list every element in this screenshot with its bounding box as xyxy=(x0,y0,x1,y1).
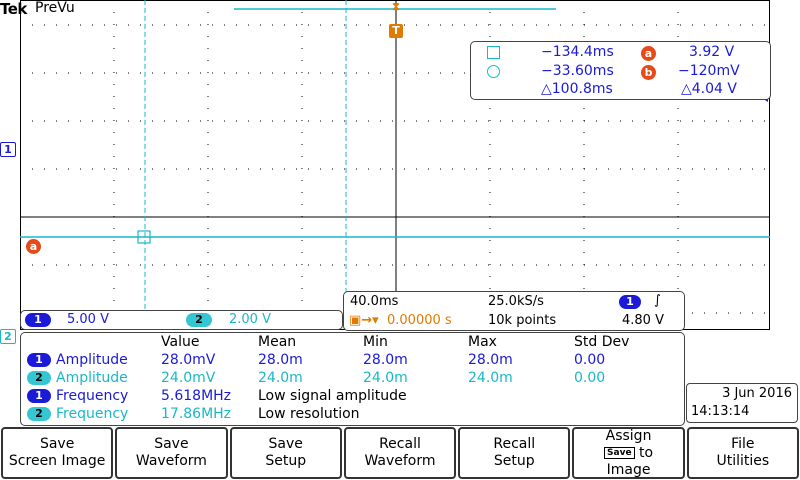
row-std: 0.00 xyxy=(574,370,606,386)
cursor-a-badge: a xyxy=(26,239,41,254)
header-value: Value xyxy=(161,334,200,350)
cursor-a-volt-badge: a xyxy=(641,46,656,61)
trigger-marker: T xyxy=(389,24,403,38)
assign-save-button[interactable]: Assign Save to Image xyxy=(572,427,685,479)
row-max: 24.0m xyxy=(468,370,513,386)
row-min: 24.0m xyxy=(363,370,408,386)
row-ch-badge: 2 xyxy=(27,407,51,421)
cursor-a-icon xyxy=(487,43,500,61)
save-badge-icon: Save xyxy=(604,446,635,459)
row-ch-badge: 1 xyxy=(27,389,51,403)
row-mean: 28.0m xyxy=(258,352,303,368)
cursor-b-icon xyxy=(487,62,500,80)
ch1-badge[interactable]: 1 xyxy=(25,313,51,327)
ch1-scale[interactable]: 5.00 V xyxy=(67,312,109,327)
row-max: 28.0m xyxy=(468,352,513,368)
recall-setup-button[interactable]: Recall Setup xyxy=(458,427,571,479)
cursor-a-volt: 3.92 V xyxy=(689,44,735,60)
recall-waveform-button[interactable]: Recall Waveform xyxy=(343,427,457,479)
row-value: 24.0mV xyxy=(161,370,216,386)
trigger-position[interactable]: 0.00000 s xyxy=(387,313,452,328)
header-max: Max xyxy=(468,334,497,350)
horizontal-trigger-bar: 40.0ms 25.0kS/s 1 ∫ ▣→▾ 0.00000 s 10k po… xyxy=(343,291,685,331)
row-note: Low signal amplitude xyxy=(258,388,407,404)
trigger-level[interactable]: 4.80 V xyxy=(622,313,664,328)
trigger-slope-icon: ∫ xyxy=(654,293,661,308)
ch2-scale[interactable]: 2.00 V xyxy=(229,312,271,327)
ch2-badge[interactable]: 2 xyxy=(186,313,212,327)
row-note: Low resolution xyxy=(258,406,360,422)
cursor-b-volt-badge: b xyxy=(641,65,656,80)
save-setup-button[interactable]: Save Setup xyxy=(229,427,342,479)
record-length: 10k points xyxy=(488,313,557,328)
row-name: Frequency xyxy=(56,406,129,422)
header-mean: Mean xyxy=(258,334,297,350)
save-screen-image-button[interactable]: Save Screen Image xyxy=(1,427,114,479)
time: 14:13:14 xyxy=(691,404,750,419)
trigger-position-icon: ⧗ xyxy=(392,0,400,13)
acquisition-mode: PreVu xyxy=(35,0,75,16)
datetime-box: 3 Jun 2016 14:13:14 xyxy=(686,383,798,423)
row-std: 0.00 xyxy=(574,352,606,368)
row-name: Amplitude xyxy=(56,370,128,386)
file-utilities-button[interactable]: File Utilities xyxy=(686,427,799,479)
cursor-delta-time: △100.8ms xyxy=(541,81,613,97)
sample-rate: 25.0kS/s xyxy=(488,294,544,309)
row-ch-badge: 2 xyxy=(27,371,51,385)
row-name: Amplitude xyxy=(56,352,128,368)
row-name: Frequency xyxy=(56,388,129,404)
measurements-panel: Value Mean Min Max Std Dev 1 Amplitude 2… xyxy=(20,332,685,426)
header-std-dev: Std Dev xyxy=(574,334,630,350)
cursor-a-time: −134.4ms xyxy=(541,44,614,60)
row-value: 5.618MHz xyxy=(161,388,232,404)
row-value: 28.0mV xyxy=(161,352,216,368)
row-mean: 24.0m xyxy=(258,370,303,386)
save-waveform-button[interactable]: Save Waveform xyxy=(115,427,228,479)
trigger-position-arrow-icon: ▣→▾ xyxy=(349,313,379,328)
ch2-ground-marker[interactable]: 2 xyxy=(0,329,16,344)
vertical-scale-bar: 1 5.00 V 2 2.00 V xyxy=(20,310,343,330)
cursor-b-time: −33.60ms xyxy=(541,63,614,79)
cursor-readout: −134.4ms a 3.92 V −33.60ms b −120mV △100… xyxy=(470,41,771,100)
assign-label: Assign xyxy=(605,427,652,444)
date: 3 Jun 2016 xyxy=(722,386,792,401)
assign-image: Image xyxy=(606,461,651,478)
cursor-b-volt: −120mV xyxy=(678,63,740,79)
trigger-source-badge[interactable]: 1 xyxy=(619,295,641,309)
timebase[interactable]: 40.0ms xyxy=(350,294,399,309)
row-value: 17.86MHz xyxy=(161,406,232,422)
softkey-bar: Save Screen Image Save Waveform Save Set… xyxy=(0,426,800,480)
header-min: Min xyxy=(363,334,388,350)
cursor-delta-volt: △4.04 V xyxy=(681,81,737,97)
row-ch-badge: 1 xyxy=(27,353,51,367)
assign-to: to xyxy=(639,444,654,461)
ch1-ground-marker[interactable]: 1 xyxy=(0,142,16,157)
row-min: 28.0m xyxy=(363,352,408,368)
